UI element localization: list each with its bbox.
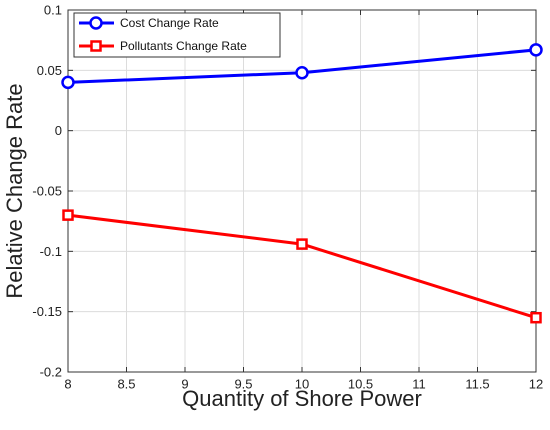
x-tick-label: 9 xyxy=(181,377,188,392)
y-tick-label: 0 xyxy=(55,123,62,138)
x-tick-label: 8.5 xyxy=(117,377,135,392)
x-tick-label: 10.5 xyxy=(348,377,373,392)
cost-data-point xyxy=(529,43,543,57)
x-tick-label: 12 xyxy=(529,377,543,392)
pollutants-data-point xyxy=(530,311,542,324)
legend: Cost Change Rate Pollutants Change Rate xyxy=(73,12,281,58)
y-axis-label: Relative Change Rate xyxy=(2,83,27,298)
pollutants-data-point xyxy=(296,238,308,250)
x-tick-label: 9.5 xyxy=(234,377,252,392)
y-tick-label: -0.1 xyxy=(40,244,62,259)
y-tick-label: -0.2 xyxy=(40,365,62,380)
legend-cost-label: Cost Change Rate xyxy=(120,16,219,30)
x-tick-label: 10 xyxy=(295,377,309,392)
legend-cost-marker xyxy=(89,16,103,30)
y-tick-label: -0.15 xyxy=(32,304,62,319)
legend-box xyxy=(73,12,281,58)
y-tick-label: 0.1 xyxy=(44,3,62,18)
x-axis-label: Quantity of Shore Power xyxy=(182,386,422,411)
tick-labels: 8 8.5 9 9.5 10 10.5 11 11.5 12 0.1 0.05 0 -0.05 -0.1 -… xyxy=(32,3,543,392)
cost-data-point xyxy=(295,65,309,80)
x-tick-label: 8 xyxy=(64,377,71,392)
y-tick-label: 0.05 xyxy=(37,63,62,78)
legend-pollutants-label: Pollutants Change Rate xyxy=(120,39,247,53)
cost-data-point xyxy=(61,75,75,90)
pollutants-data-point xyxy=(62,209,74,221)
series-layer xyxy=(61,43,543,324)
legend-pollutants-marker xyxy=(90,40,102,52)
x-tick-label: 11.5 xyxy=(465,377,489,392)
y-tick-label: -0.05 xyxy=(32,184,62,199)
x-tick-label: 11 xyxy=(412,377,426,392)
plot-frame xyxy=(67,9,537,373)
